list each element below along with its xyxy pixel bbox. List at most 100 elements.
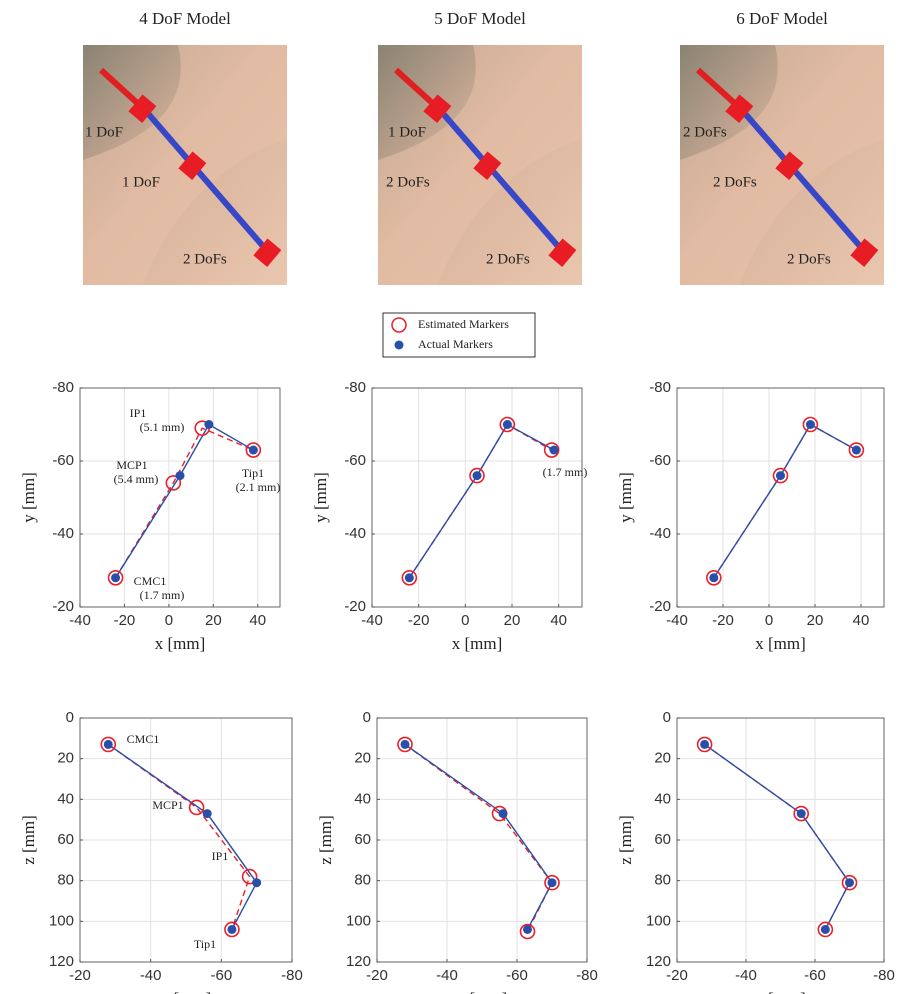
x-tick-label: -20 [408, 612, 430, 629]
marker [503, 420, 512, 429]
column-title: 4 DoF Model [139, 9, 231, 28]
x-tick-label: -80 [873, 967, 895, 984]
x-tick-label: 20 [807, 612, 824, 629]
x-tick-label: -80 [281, 967, 303, 984]
legend-label: Actual Markers [418, 337, 493, 351]
annotation: MCP1 [152, 798, 183, 812]
y-tick-label: -40 [649, 525, 671, 542]
y-tick-label: 40 [654, 790, 671, 807]
y-tick-label: 100 [49, 912, 74, 929]
y-axis-label: z [mm] [616, 815, 635, 865]
x-tick-label: 0 [461, 612, 469, 629]
x-tick-label: -60 [804, 967, 826, 984]
legend-label: Estimated Markers [418, 317, 509, 331]
marker [249, 446, 258, 455]
y-tick-label: 60 [57, 831, 74, 848]
y-tick-label: 20 [654, 750, 671, 767]
marker [845, 878, 854, 887]
x-tick-label: -60 [210, 967, 232, 984]
annotation: Tip1 [242, 466, 264, 480]
y-tick-label: 100 [646, 912, 671, 929]
annotation: (2.1 mm) [236, 480, 281, 494]
y-tick-label: -40 [344, 525, 366, 542]
photo-label: 2 DoFs [787, 251, 831, 267]
marker [806, 420, 815, 429]
y-tick-label: 0 [66, 709, 74, 726]
x-tick-label: -80 [576, 967, 598, 984]
y-axis-label: z [mm] [19, 815, 38, 865]
x-tick-label: 0 [765, 612, 773, 629]
photo-label: 2 DoFs [386, 174, 430, 190]
series-line [409, 425, 554, 578]
series-line [705, 744, 850, 929]
marker [111, 573, 120, 582]
x-tick-label: 40 [249, 612, 266, 629]
y-tick-label: 40 [354, 790, 371, 807]
x-tick-label: -20 [712, 612, 734, 629]
y-axis-label: z [mm] [316, 815, 335, 865]
photo-label: 2 DoFs [713, 174, 757, 190]
marker [227, 925, 236, 934]
x-tick-label: -20 [114, 612, 136, 629]
marker [709, 573, 718, 582]
annotation: (1.7 mm) [543, 465, 588, 479]
y-tick-label: -20 [649, 598, 671, 615]
x-axis-label: x [mm] [155, 634, 206, 653]
marker [203, 809, 212, 818]
marker [821, 925, 830, 934]
photo-label: 1 DoF [388, 124, 426, 140]
x-axis-label: y [mm] [457, 989, 508, 994]
y-tick-label: -80 [344, 379, 366, 396]
marker [204, 420, 213, 429]
marker [499, 809, 508, 818]
legend-marker [395, 341, 404, 350]
x-tick-label: -40 [436, 967, 458, 984]
y-tick-label: -40 [52, 525, 74, 542]
y-tick-label: 0 [363, 709, 371, 726]
y-tick-label: 0 [663, 709, 671, 726]
annotation: IP1 [212, 849, 229, 863]
marker [252, 878, 261, 887]
x-tick-label: -60 [506, 967, 528, 984]
annotation: IP1 [130, 406, 147, 420]
photo-label: 1 DoF [85, 124, 123, 140]
series-line [116, 428, 254, 578]
x-axis-label: x [mm] [755, 634, 806, 653]
series-line [705, 744, 850, 929]
y-tick-label: -80 [649, 379, 671, 396]
x-axis-label: x [mm] [452, 634, 503, 653]
marker [776, 471, 785, 480]
legend: Estimated Markers Actual Markers [383, 313, 535, 357]
series-line [108, 744, 249, 929]
annotation: (5.4 mm) [114, 472, 159, 486]
photo-label: 1 DoF [122, 174, 160, 190]
marker [401, 740, 410, 749]
marker [548, 878, 557, 887]
y-tick-label: 60 [354, 831, 371, 848]
marker [797, 809, 806, 818]
column-title: 6 DoF Model [736, 9, 828, 28]
y-tick-label: 120 [49, 953, 74, 970]
y-axis-label: y [mm] [19, 472, 38, 523]
x-tick-label: 40 [853, 612, 870, 629]
x-tick-label: 0 [165, 612, 173, 629]
y-tick-label: 80 [354, 872, 371, 889]
y-tick-label: 60 [654, 831, 671, 848]
y-tick-label: 40 [57, 790, 74, 807]
y-tick-label: -60 [649, 452, 671, 469]
x-tick-label: 20 [205, 612, 222, 629]
y-tick-label: 100 [346, 912, 371, 929]
y-tick-label: -80 [52, 379, 74, 396]
y-tick-label: 80 [57, 872, 74, 889]
annotation: Tip1 [194, 937, 216, 951]
y-tick-label: 80 [654, 872, 671, 889]
series-line [409, 425, 551, 578]
y-tick-label: -20 [344, 598, 366, 615]
x-axis-label: y [mm] [755, 989, 806, 994]
y-tick-label: -20 [52, 598, 74, 615]
annotation: MCP1 [116, 458, 147, 472]
series-line [714, 425, 857, 578]
y-tick-label: 20 [354, 750, 371, 767]
series-line [405, 744, 552, 929]
marker [700, 740, 709, 749]
